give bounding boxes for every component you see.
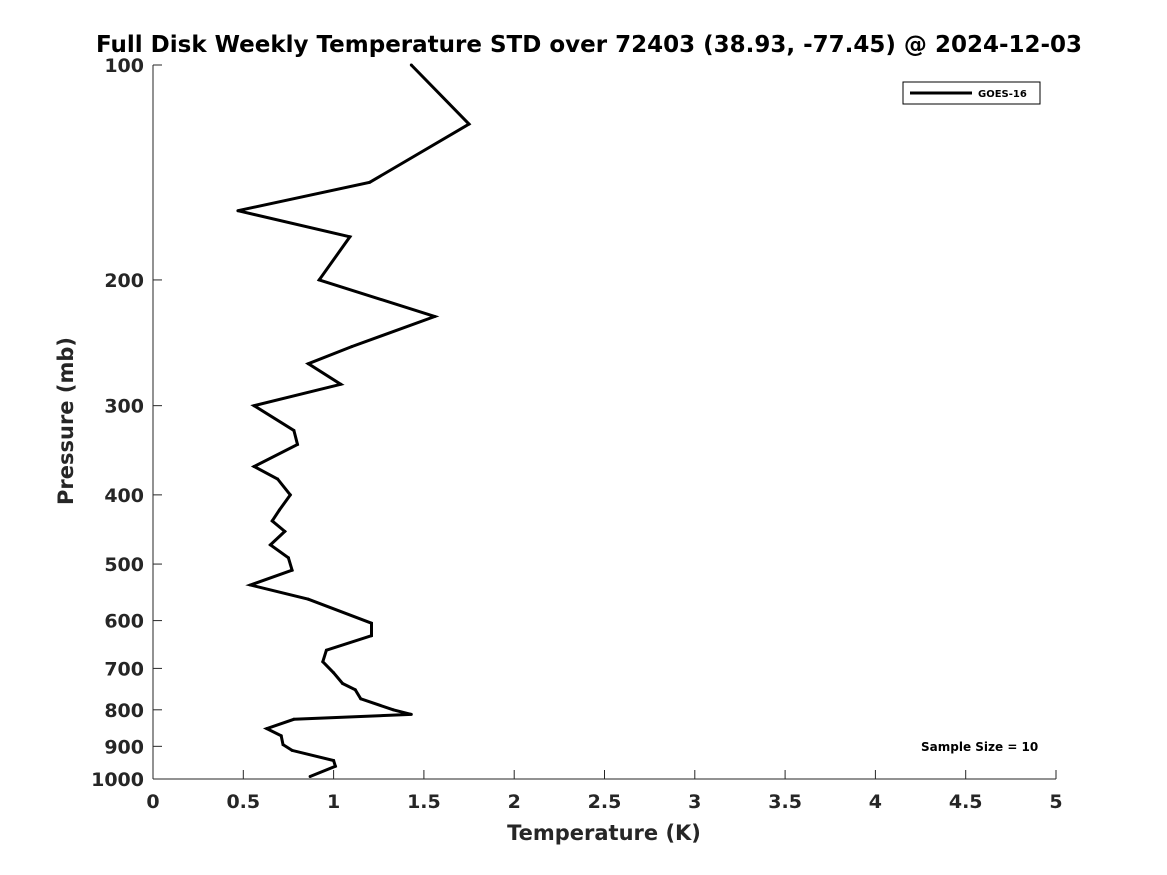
x-tick-label: 1 bbox=[327, 791, 340, 813]
y-tick-label: 700 bbox=[104, 658, 144, 680]
y-tick-label: 800 bbox=[104, 700, 144, 722]
y-tick-label: 600 bbox=[104, 611, 144, 633]
x-tick-label: 5 bbox=[1049, 791, 1062, 813]
x-tick-label: 2.5 bbox=[588, 791, 622, 813]
x-tick-label: 3.5 bbox=[768, 791, 802, 813]
y-tick-label: 900 bbox=[104, 736, 144, 758]
data-point bbox=[368, 180, 372, 184]
data-point bbox=[283, 529, 287, 533]
legend-label-goes-16: GOES-16 bbox=[978, 89, 1027, 100]
data-point bbox=[409, 63, 413, 67]
data-point bbox=[348, 235, 352, 239]
data-point bbox=[370, 621, 373, 625]
data-point bbox=[288, 493, 292, 497]
data-point bbox=[306, 597, 310, 601]
data-point bbox=[276, 477, 280, 481]
x-tick-label: 0 bbox=[146, 791, 159, 813]
y-tick-label: 200 bbox=[104, 270, 144, 292]
data-point bbox=[433, 315, 437, 318]
data-point bbox=[350, 345, 354, 349]
data-point bbox=[281, 743, 285, 747]
x-tick-label: 3 bbox=[688, 791, 701, 813]
data-point bbox=[332, 759, 336, 762]
data-point bbox=[370, 634, 373, 638]
data-point bbox=[324, 648, 328, 652]
y-tick-label: 500 bbox=[104, 554, 144, 576]
data-point bbox=[339, 382, 343, 386]
data-point bbox=[265, 727, 269, 731]
data-point bbox=[268, 543, 272, 547]
data-point bbox=[292, 717, 296, 721]
x-axis-label: Temperature (K) bbox=[507, 821, 701, 845]
series-layer bbox=[236, 63, 472, 778]
data-point bbox=[317, 278, 321, 282]
data-point bbox=[286, 556, 290, 560]
y-axis-ticks: 100 200 300 400 500 600 700 800 900 1000 bbox=[91, 55, 162, 791]
sample-size-annotation: Sample Size = 10 bbox=[921, 740, 1038, 754]
y-tick-label: 400 bbox=[104, 485, 144, 507]
data-point bbox=[252, 404, 256, 408]
chart-title: Full Disk Weekly Temperature STD over 72… bbox=[96, 32, 1082, 58]
y-axis-label: Pressure (mb) bbox=[54, 337, 78, 505]
y-tick-label: 300 bbox=[104, 396, 144, 418]
data-point bbox=[249, 583, 252, 587]
data-point bbox=[308, 775, 312, 778]
data-point bbox=[333, 764, 337, 768]
series-line-goes-16 bbox=[237, 63, 472, 778]
data-point bbox=[270, 519, 274, 523]
x-tick-label: 4.5 bbox=[949, 791, 983, 813]
data-point bbox=[391, 708, 395, 712]
x-tick-label: 1.5 bbox=[407, 791, 441, 813]
data-point bbox=[236, 209, 240, 213]
data-point bbox=[321, 660, 325, 664]
data-point bbox=[290, 568, 294, 572]
legend: GOES-16 bbox=[902, 81, 1041, 105]
y-tick-label: 1000 bbox=[91, 769, 144, 791]
data-point bbox=[296, 443, 299, 446]
data-point bbox=[359, 697, 363, 701]
data-point bbox=[252, 465, 256, 468]
data-point bbox=[353, 688, 357, 692]
x-axis-ticks: 0 0.5 1 1.5 2 2.5 3 3.5 4 4.5 5 bbox=[146, 770, 1063, 813]
data-point bbox=[306, 362, 310, 366]
data-point bbox=[292, 429, 296, 432]
x-tick-label: 0.5 bbox=[226, 791, 260, 813]
data-point bbox=[277, 508, 281, 512]
data-point bbox=[279, 734, 283, 738]
data-point bbox=[467, 122, 471, 126]
data-point bbox=[409, 712, 413, 716]
x-tick-label: 2 bbox=[508, 791, 521, 813]
data-point bbox=[341, 682, 345, 685]
y-tick-label: 100 bbox=[104, 55, 144, 77]
x-tick-label: 4 bbox=[869, 791, 882, 813]
data-point bbox=[332, 671, 336, 675]
data-point bbox=[290, 748, 294, 752]
